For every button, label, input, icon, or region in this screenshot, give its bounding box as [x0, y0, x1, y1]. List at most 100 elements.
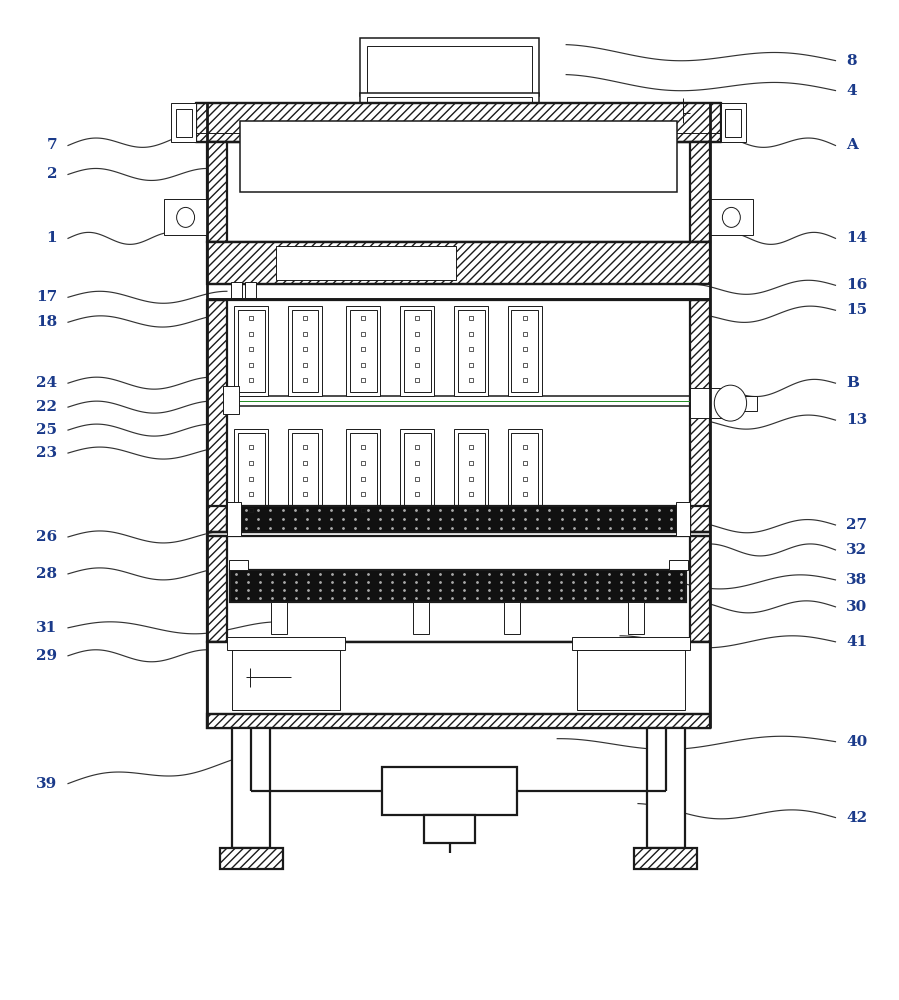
Bar [171, 103, 196, 142]
Text: 31: 31 [36, 621, 58, 635]
Bar [196, 103, 721, 142]
Bar [350, 310, 377, 392]
Bar [232, 728, 270, 848]
Bar [404, 310, 431, 392]
Bar [175, 109, 191, 137]
Bar [404, 433, 431, 520]
Bar [276, 246, 456, 280]
Bar [230, 570, 687, 602]
Text: 39: 39 [36, 777, 58, 791]
Text: 27: 27 [846, 518, 868, 532]
Bar [690, 536, 710, 642]
Bar [207, 642, 710, 728]
Bar [227, 506, 690, 532]
Bar [454, 429, 488, 524]
Bar [271, 602, 287, 634]
Text: 26: 26 [36, 530, 58, 544]
Bar [207, 536, 227, 642]
Bar [207, 242, 710, 284]
Bar [676, 502, 690, 536]
Text: 1: 1 [47, 231, 58, 245]
Bar [572, 637, 690, 650]
Bar [508, 429, 542, 524]
Bar [725, 109, 741, 137]
Text: 22: 22 [36, 400, 58, 414]
Circle shape [723, 207, 740, 227]
Bar [400, 429, 434, 524]
Bar [237, 310, 264, 392]
Text: 18: 18 [36, 315, 58, 329]
Bar [232, 650, 340, 710]
Bar [207, 142, 227, 242]
Bar [237, 433, 264, 520]
Bar [234, 429, 268, 524]
Bar [346, 306, 380, 396]
Text: 42: 42 [846, 811, 868, 825]
Bar [454, 306, 488, 396]
Bar [382, 767, 517, 815]
Bar [413, 602, 429, 634]
Text: 38: 38 [846, 573, 868, 587]
Text: 29: 29 [36, 649, 58, 663]
Text: 25: 25 [36, 423, 58, 437]
Text: B: B [846, 376, 859, 390]
Bar [360, 38, 539, 96]
Bar [508, 306, 542, 396]
Bar [743, 396, 757, 411]
Text: 2: 2 [47, 167, 58, 181]
Bar [291, 433, 318, 520]
Text: 14: 14 [846, 231, 868, 245]
Bar [512, 433, 539, 520]
Bar [245, 282, 255, 298]
Text: 13: 13 [846, 413, 868, 427]
Bar [231, 282, 242, 298]
Bar [635, 848, 698, 869]
Bar [647, 728, 685, 848]
Circle shape [715, 385, 746, 421]
Bar [350, 433, 377, 520]
Text: 8: 8 [846, 54, 857, 68]
Bar [227, 637, 345, 650]
Bar [690, 300, 710, 532]
Text: 28: 28 [36, 567, 58, 581]
Text: 7: 7 [47, 138, 58, 152]
Bar [400, 306, 434, 396]
Bar [291, 310, 318, 392]
Bar [346, 429, 380, 524]
Bar [240, 121, 677, 192]
Bar [512, 310, 539, 392]
Text: 41: 41 [846, 635, 868, 649]
Bar [504, 602, 521, 634]
Text: 23: 23 [36, 446, 58, 460]
Circle shape [176, 207, 194, 227]
Bar [577, 650, 685, 710]
Bar [227, 502, 241, 536]
Bar [367, 46, 532, 96]
Bar [721, 103, 745, 142]
Bar [207, 714, 710, 728]
Text: 24: 24 [36, 376, 58, 390]
Text: 32: 32 [846, 543, 868, 557]
Bar [223, 386, 239, 414]
Text: 40: 40 [846, 735, 868, 749]
Bar [219, 848, 282, 869]
Bar [288, 429, 322, 524]
Bar [288, 306, 322, 396]
Bar [424, 815, 475, 843]
Bar [690, 142, 710, 242]
Bar [458, 310, 485, 392]
Bar [367, 97, 532, 114]
Text: 4: 4 [846, 84, 857, 98]
Bar [164, 199, 207, 235]
Bar [628, 602, 645, 634]
Text: 16: 16 [846, 278, 868, 292]
Bar [360, 93, 539, 118]
Bar [228, 560, 248, 570]
Bar [458, 433, 485, 520]
Bar [669, 560, 689, 570]
Text: 30: 30 [846, 600, 868, 614]
Text: 15: 15 [846, 303, 868, 317]
Text: A: A [846, 138, 859, 152]
Bar [234, 306, 268, 396]
Bar [207, 300, 227, 532]
